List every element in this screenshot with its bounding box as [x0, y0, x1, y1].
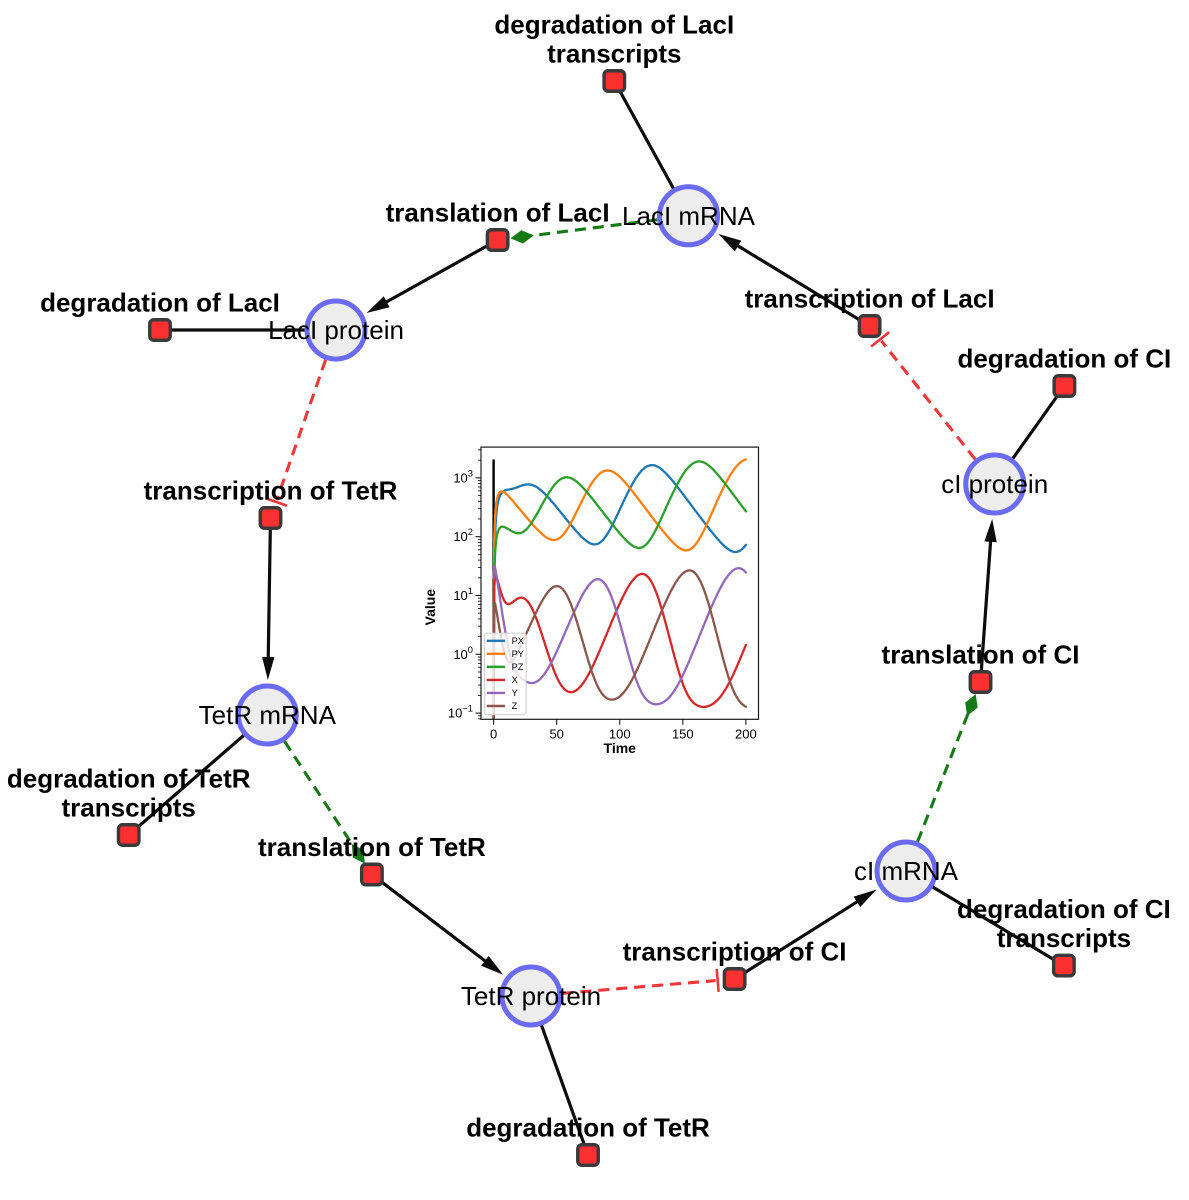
edge-production-tc_cI-cI_mRNA-arrowhead-icon: [853, 889, 877, 908]
species-node-lacI_prot: [304, 298, 368, 362]
chart-plot-area: [492, 458, 748, 720]
edge-modifier-lacI_mRNA-tl_lacI-diamond-icon: [510, 230, 534, 244]
edge-production-tc_tetR-tetR_mRNA: [266, 517, 273, 661]
curve-Y: [492, 565, 748, 706]
edge-production-tl_lacI-lacI_prot-arrowhead-icon: [366, 296, 390, 313]
x-tick-label: 150: [672, 726, 694, 741]
reaction-label-deg_lacI_tr: transcripts: [547, 39, 681, 69]
legend-label-PZ: PZ: [512, 662, 524, 672]
species-label-lacI_mRNA: LacI mRNA: [622, 201, 756, 231]
reaction-label-deg_tetR_tr: transcripts: [62, 793, 196, 823]
edge-production-tc_lacI-lacI_mRNA-arrowhead-icon: [718, 233, 742, 252]
reaction-label-deg_tetR_tr: degradation of TetR: [7, 764, 251, 794]
curve-PZ: [492, 460, 748, 720]
edge-modifier-tetR_mRNA-tl_tetR-diamond-icon: [351, 843, 365, 864]
reaction-label-tl_lacI: translation of LacI: [386, 198, 610, 228]
edge-inhibition-lacI_prot-tc_tetR-tee-icon: [264, 496, 288, 507]
curve-PX: [492, 463, 748, 720]
reaction-label-tc_cI: transcription of CI: [623, 937, 847, 967]
reaction-label-deg_lacI: degradation of LacI: [40, 288, 280, 318]
y-tick-label: 102: [453, 527, 473, 544]
reaction-node-deg_tetR_tr: [116, 823, 141, 847]
y-axis-label: Value: [422, 589, 438, 626]
species-label-cI_prot: cI protein: [941, 469, 1048, 499]
reaction-label-tl_cI: translation of CI: [882, 640, 1080, 670]
edge-modifier-lacI_mRNA-tl_lacI: [531, 218, 658, 238]
curve-X: [492, 572, 748, 720]
labels-layer: degradation of LacItranscriptstranslatio…: [7, 10, 1171, 1143]
x-tick-label: 0: [490, 726, 497, 741]
species-label-cI_mRNA: cI mRNA: [854, 856, 959, 886]
edge-modifier-tetR_mRNA-tl_tetR: [283, 740, 355, 847]
species-node-tetR_mRNA: [235, 683, 299, 747]
reaction-label-deg_cI_tr: transcripts: [997, 923, 1131, 953]
species-label-tetR_mRNA: TetR mRNA: [199, 700, 337, 730]
reaction-node-tc_tetR: [258, 506, 283, 530]
reaction-label-deg_cI_tr: degradation of CI: [957, 894, 1171, 924]
edge-production-tl_tetR-tetR_prot: [370, 873, 489, 964]
inset-chart: 10−1 100 101 102 103 0 50 100 150 200 Time Value PX P…: [422, 446, 760, 756]
edge-production-tl_cI-cI_prot-arrowhead-icon: [984, 518, 997, 543]
edge-inhibition-lacI_prot-tc_tetR: [275, 359, 328, 501]
species-node-cI_mRNA: [874, 839, 938, 903]
species-label-lacI_prot: LacI protein: [268, 315, 404, 345]
reaction-node-deg_tetR: [576, 1143, 600, 1167]
legend-label-X: X: [512, 675, 518, 685]
species-label-tetR_prot: TetR protein: [461, 981, 601, 1011]
y-tick-label: 101: [453, 586, 473, 603]
edge-production-tc_cI-cI_mRNA: [733, 898, 861, 981]
reaction-node-deg_lacI: [148, 318, 172, 342]
x-tick-label: 50: [549, 726, 563, 741]
edge-inhibition-cI_prot-tc_lacI-tee-icon: [870, 331, 890, 348]
reaction-label-deg_cI: degradation of CI: [958, 344, 1172, 374]
edge-production-tl_tetR-tetR_prot-arrowhead-icon: [481, 955, 504, 975]
x-axis-label: Time: [604, 740, 637, 756]
curve-PY: [492, 458, 748, 720]
reaction-node-tl_tetR: [359, 862, 384, 887]
y-tick-label: 103: [453, 468, 473, 485]
legend-label-PY: PY: [512, 649, 524, 659]
legend-label-Z: Z: [512, 701, 518, 711]
reaction-node-deg_cI_tr: [1051, 953, 1076, 978]
edge-modifier-cI_mRNA-tl_cI-diamond-icon: [965, 694, 978, 716]
reaction-node-tl_cI: [968, 670, 993, 694]
edge-modifier-cI_mRNA-tl_cI: [916, 713, 970, 843]
axes-spines: [480, 446, 760, 720]
x-tick-label: 100: [609, 726, 631, 741]
reaction-node-deg_cI: [1052, 374, 1077, 398]
y-tick-label: 100: [453, 645, 473, 662]
reaction-label-tc_tetR: transcription of TetR: [144, 476, 398, 506]
edge-production-tc_tetR-tetR_mRNA-arrowhead-icon: [262, 656, 275, 681]
species-node-cI_prot: [963, 452, 1027, 516]
edge-production-tl_cI-cI_prot: [978, 538, 993, 683]
species-node-lacI_mRNA: [657, 184, 720, 248]
edge-inhibition-tetR_prot-tc_cI-tee-icon: [715, 968, 720, 992]
legend-label-PX: PX: [512, 636, 524, 646]
edge-inhibition-tetR_prot-tc_cI: [562, 979, 716, 995]
edge-inhibition-cI_prot-tc_lacI: [880, 339, 977, 461]
legend-label-Y: Y: [512, 688, 518, 698]
reaction-label-deg_tetR: degradation of TetR: [466, 1113, 710, 1143]
nodes-layer: [116, 69, 1077, 1167]
edge-production-tc_lacI-lacI_mRNA: [734, 243, 871, 328]
reaction-label-tc_lacI: transcription of LacI: [745, 284, 995, 314]
y-tick-label: 10−1: [448, 704, 473, 721]
reaction-node-deg_lacI_tr: [602, 69, 627, 93]
species-node-tetR_prot: [499, 964, 563, 1028]
reaction-label-deg_lacI_tr: degradation of LacI: [494, 10, 734, 40]
curve-Z: [492, 569, 748, 720]
edge-production-tl_lacI-lacI_prot: [383, 238, 499, 305]
reaction-node-tc_cI: [722, 967, 747, 991]
x-tick-label: 200: [735, 726, 757, 741]
reaction-label-tl_tetR: translation of TetR: [258, 832, 486, 862]
reaction-node-tl_lacI: [485, 228, 510, 252]
reaction-node-tc_lacI: [857, 314, 882, 338]
